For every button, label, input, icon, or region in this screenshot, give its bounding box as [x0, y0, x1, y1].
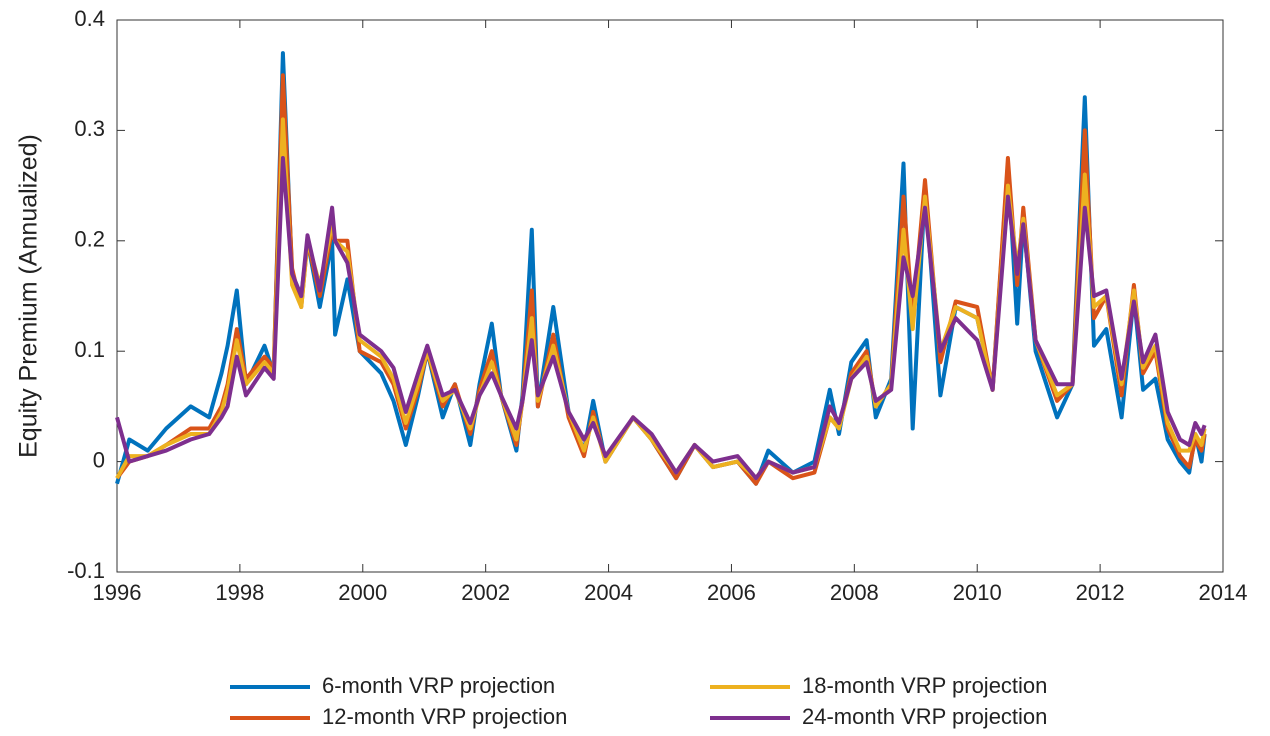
y-tick-label: 0.4 [74, 6, 105, 31]
x-tick-label: 2006 [707, 580, 756, 605]
y-tick-label: -0.1 [67, 558, 105, 583]
series-line [115, 117, 1207, 481]
series-line [115, 156, 1207, 481]
x-tick-label: 2004 [584, 580, 633, 605]
y-axis-label: Equity Premium (Annualized) [15, 134, 43, 458]
legend-label: 24-month VRP projection [802, 704, 1047, 729]
x-tick-label: 2002 [461, 580, 510, 605]
legend-label: 6-month VRP projection [322, 673, 555, 698]
x-tick-label: 2000 [338, 580, 387, 605]
x-tick-label: 2012 [1076, 580, 1125, 605]
series-line [115, 73, 1207, 486]
x-tick-label: 1996 [93, 580, 142, 605]
x-tick-label: 1998 [215, 580, 264, 605]
plot-frame [116, 19, 1224, 573]
x-tick-label: 2014 [1199, 580, 1248, 605]
y-tick-label: 0.1 [74, 337, 105, 362]
y-tick-label: 0 [93, 447, 105, 472]
legend-label: 12-month VRP projection [322, 704, 567, 729]
legend-label: 18-month VRP projection [802, 673, 1047, 698]
x-tick-label: 2008 [830, 580, 879, 605]
y-tick-label: 0.3 [74, 116, 105, 141]
x-tick-label: 2010 [953, 580, 1002, 605]
y-tick-label: 0.2 [74, 227, 105, 252]
